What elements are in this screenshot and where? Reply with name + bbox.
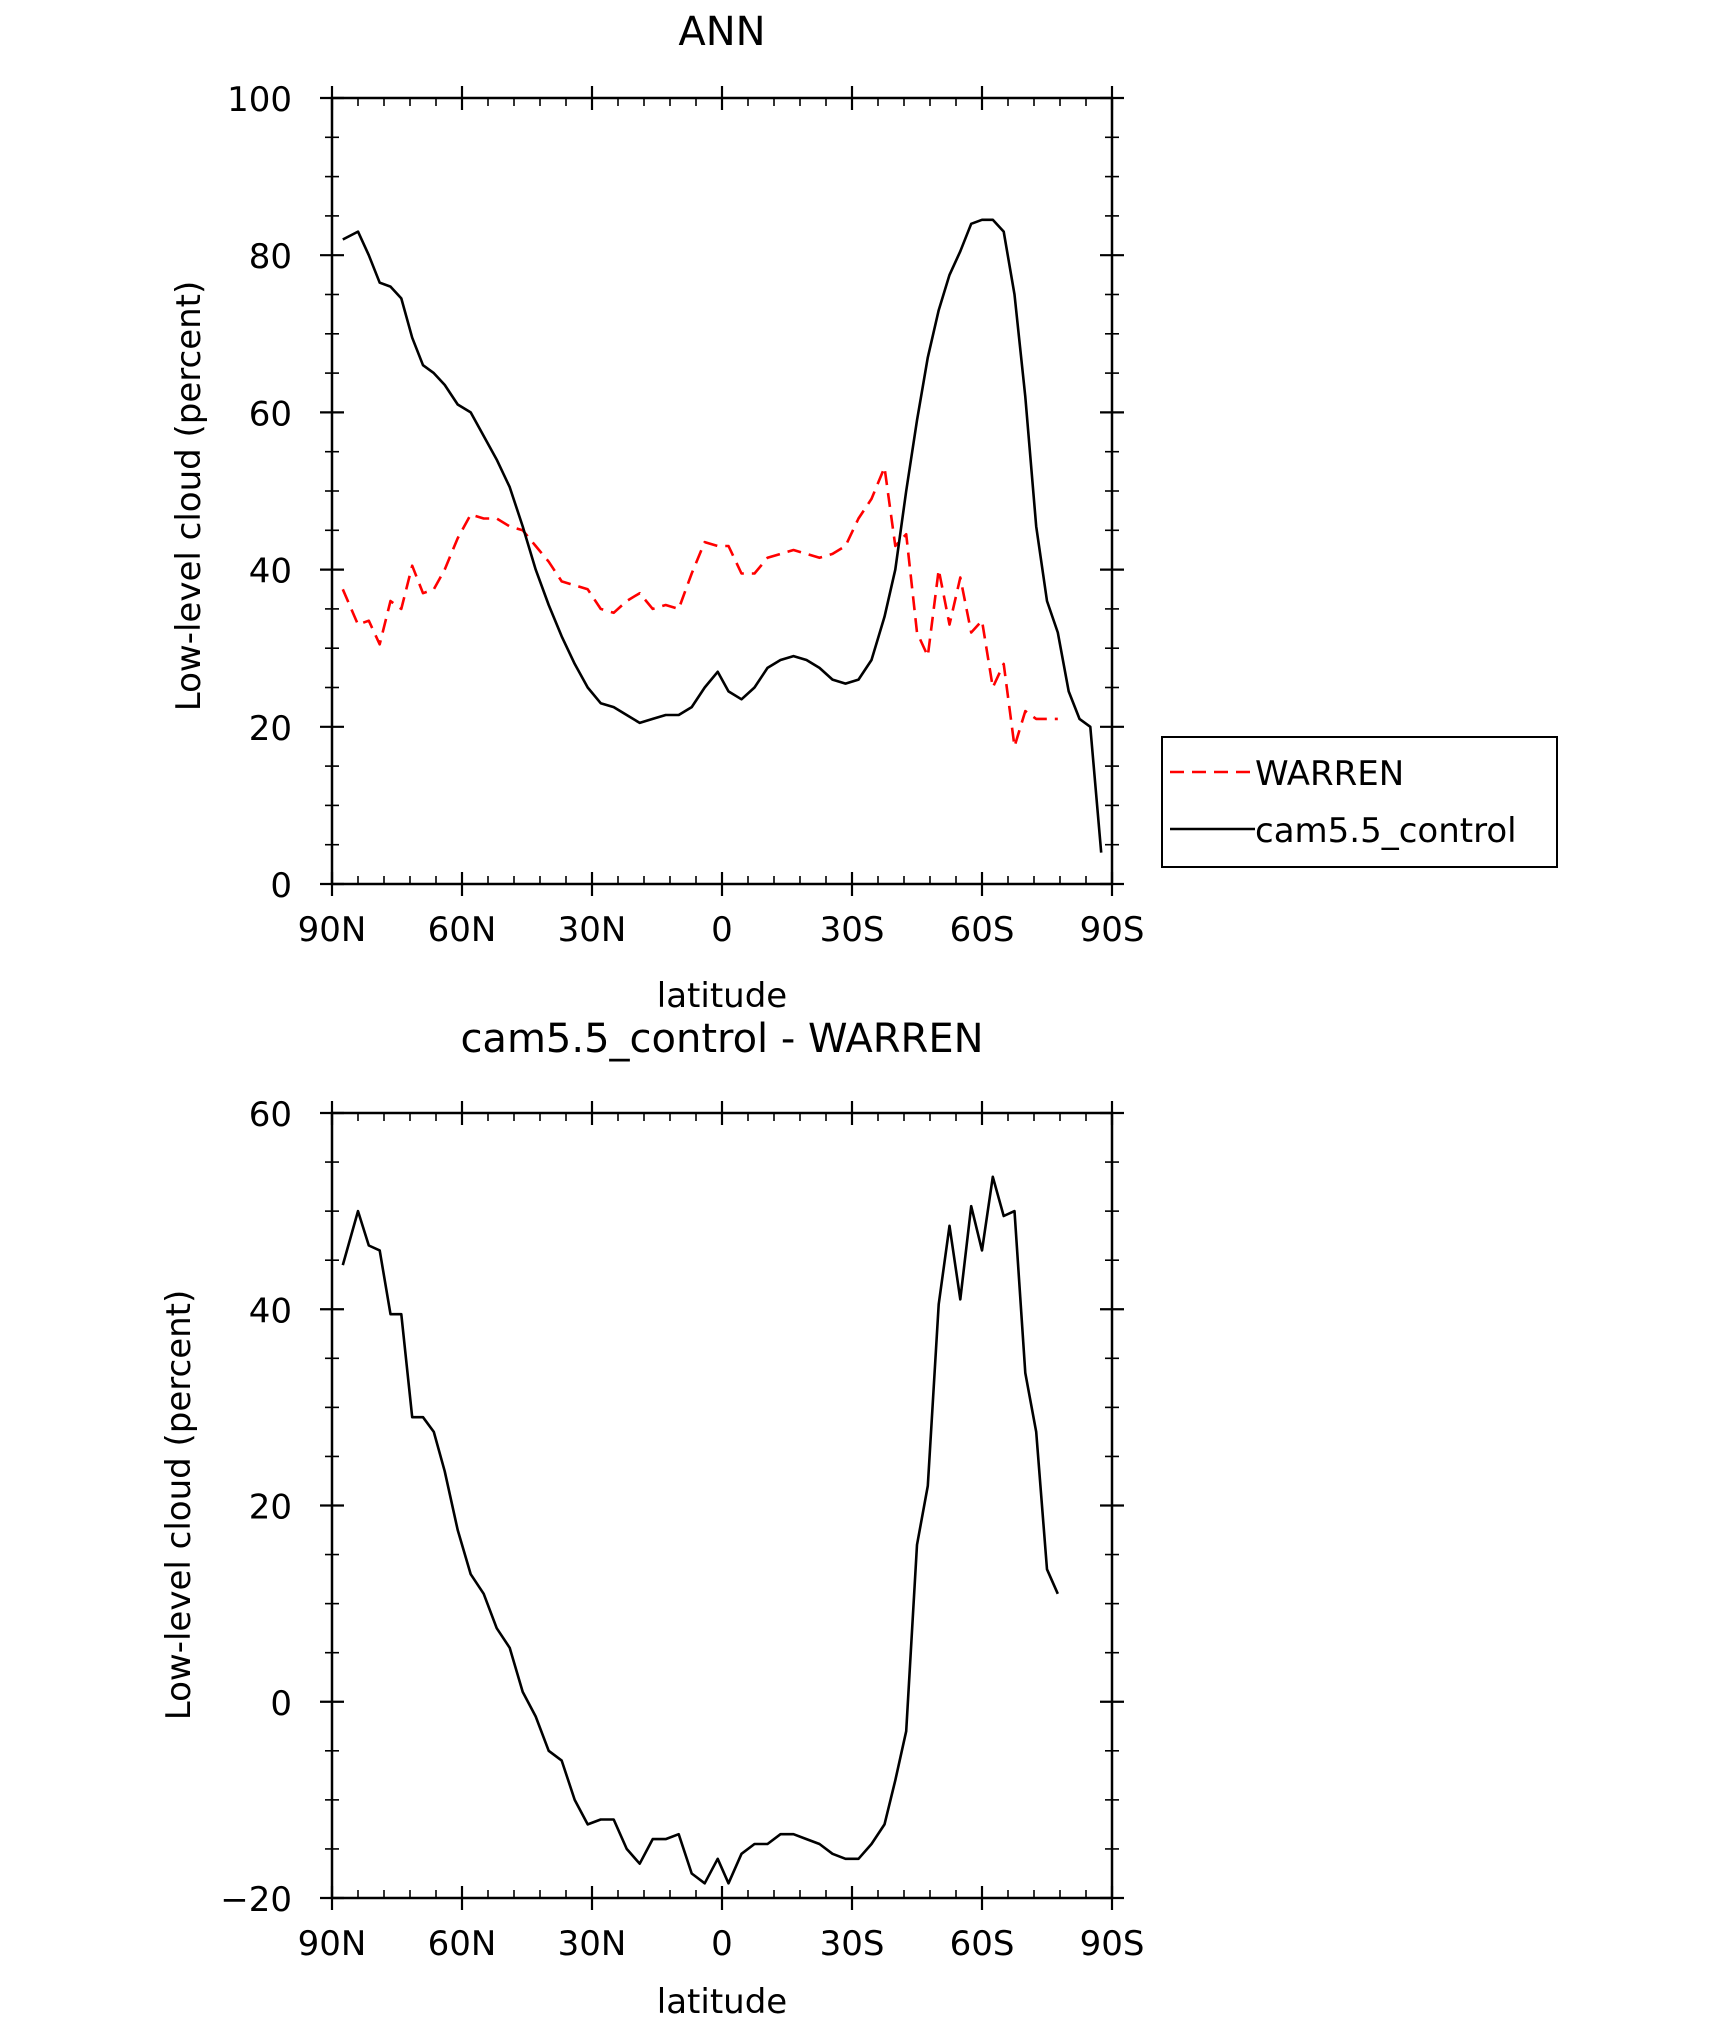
y-tick-label: 0 bbox=[270, 866, 292, 906]
top-panel: ANN latitude Low-level cloud (percent) 9… bbox=[169, 9, 1558, 1016]
y-axis-label: Low-level cloud (percent) bbox=[159, 1290, 199, 1721]
y-tick-label: 20 bbox=[249, 709, 292, 749]
legend-label-warren: WARREN bbox=[1255, 754, 1404, 794]
plot-frame bbox=[330, 1111, 1114, 1900]
x-tick-label: 90S bbox=[1080, 1924, 1145, 1964]
x-axis-label: latitude bbox=[657, 976, 787, 1016]
series-line-cam5-5-control bbox=[342, 218, 1103, 853]
x-tick-label: 90N bbox=[298, 910, 367, 950]
series-line-warren bbox=[341, 466, 1058, 748]
y-tick-label: 60 bbox=[249, 394, 292, 434]
axes-and-ticks bbox=[320, 86, 1124, 896]
y-axis-label: Low-level cloud (percent) bbox=[169, 281, 209, 712]
bottom-panel: cam5.5_control - WARREN latitude Low-lev… bbox=[159, 1016, 1144, 2021]
tick-labels: 90N 60N 30N 0 30S 60S 90S −20 0 20 40 60 bbox=[220, 1095, 1144, 1964]
tick-labels: 90N 60N 30N 0 30S 60S 90S 0 20 40 60 80 100 bbox=[227, 80, 1144, 950]
y-tick-label: 60 bbox=[249, 1095, 292, 1135]
x-tick-label: 60N bbox=[428, 1924, 497, 1964]
chart-title: ANN bbox=[678, 9, 765, 55]
x-tick-label: 30N bbox=[558, 910, 627, 950]
y-tick-label: 100 bbox=[227, 80, 292, 120]
x-tick-label: 60S bbox=[950, 1924, 1015, 1964]
axes-and-ticks bbox=[320, 1101, 1124, 1910]
plot-frame bbox=[330, 96, 1114, 886]
x-tick-label: 60S bbox=[950, 910, 1015, 950]
chart-title: cam5.5_control - WARREN bbox=[460, 1016, 983, 1062]
plot-area bbox=[341, 218, 1103, 853]
y-tick-label: 20 bbox=[249, 1488, 292, 1528]
legend: WARREN cam5.5_control bbox=[1161, 736, 1558, 868]
x-tick-label: 90N bbox=[298, 1924, 367, 1964]
y-tick-label: 80 bbox=[249, 237, 292, 277]
y-tick-label: −20 bbox=[220, 1880, 292, 1920]
legend-label-cam5-5-control: cam5.5_control bbox=[1255, 811, 1517, 851]
x-tick-label: 30N bbox=[558, 1924, 627, 1964]
series-line-difference bbox=[341, 1175, 1059, 1885]
y-tick-label: 0 bbox=[270, 1684, 292, 1724]
x-tick-label: 90S bbox=[1080, 910, 1145, 950]
legend-box bbox=[1161, 736, 1558, 868]
x-tick-label: 30S bbox=[820, 910, 885, 950]
x-tick-label: 0 bbox=[711, 910, 733, 950]
x-axis-label: latitude bbox=[657, 1982, 787, 2021]
x-tick-label: 30S bbox=[820, 1924, 885, 1964]
y-tick-label: 40 bbox=[249, 1291, 292, 1331]
plot-area bbox=[341, 1175, 1059, 1885]
x-tick-label: 0 bbox=[711, 1924, 733, 1964]
x-tick-label: 60N bbox=[428, 910, 497, 950]
y-tick-label: 40 bbox=[249, 552, 292, 592]
